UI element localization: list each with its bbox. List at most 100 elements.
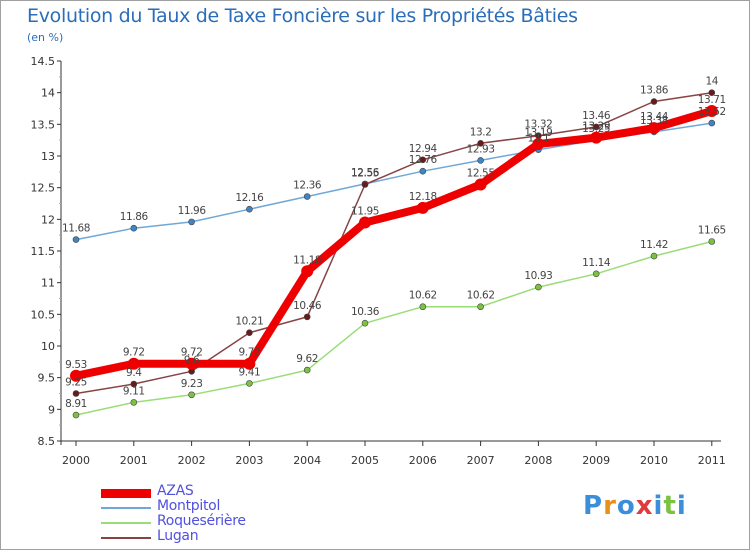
chart-title: Evolution du Taux de Taxe Foncière sur l… [27, 5, 578, 27]
data-point [477, 157, 484, 164]
data-label: 9.72 [123, 347, 145, 359]
proxiti-logo: Proxiti [583, 491, 687, 521]
data-label: 12.93 [467, 143, 495, 155]
data-label: 12.55 [351, 168, 379, 180]
data-label: 12.55 [467, 168, 495, 180]
data-point [301, 265, 314, 278]
data-label: 13.46 [582, 110, 611, 122]
x-tick-label: 2002 [178, 454, 206, 467]
data-point [72, 236, 80, 243]
x-tick-label: 2005 [351, 454, 379, 467]
data-label: 11.68 [62, 223, 90, 235]
data-label: 13.2 [470, 126, 492, 138]
data-point [416, 201, 429, 214]
data-point [246, 380, 253, 387]
y-tick-label: 14.5 [31, 55, 56, 68]
data-point [72, 411, 80, 419]
data-label: 9.25 [65, 377, 87, 389]
data-point [648, 122, 660, 135]
data-label: 10.21 [235, 316, 263, 328]
y-tick-label: 9 [48, 403, 55, 416]
legend-label: Montpitol [157, 498, 221, 514]
x-tick-label: 2004 [293, 454, 321, 467]
data-point [70, 369, 82, 382]
data-point [361, 181, 369, 188]
series-line-azas [75, 107, 713, 380]
data-point [474, 178, 487, 191]
data-point [246, 329, 253, 337]
data-label: 12.36 [293, 180, 322, 192]
data-point [705, 105, 718, 118]
data-point [130, 380, 138, 388]
data-label: 10.36 [351, 306, 380, 318]
data-label: 12.16 [235, 192, 264, 204]
x-tick-label: 2007 [467, 454, 495, 467]
data-label: 13.29 [582, 121, 610, 133]
data-point [477, 140, 484, 147]
data-label: 11.86 [120, 211, 149, 223]
x-tick-label: 2003 [235, 454, 263, 467]
data-point [243, 357, 256, 370]
data-point [359, 216, 371, 229]
data-point [419, 167, 427, 175]
data-label: 13.1 [528, 133, 550, 145]
legend-item: Roquesérière [101, 513, 361, 530]
data-label: 11.18 [293, 254, 321, 266]
legend-swatch [101, 488, 151, 498]
series-line-montpitol [75, 122, 712, 241]
data-label: 9.23 [181, 378, 203, 390]
data-label: 11.95 [351, 206, 379, 218]
data-label: 13.71 [698, 94, 726, 106]
data-label: 12.94 [409, 143, 438, 155]
y-tick-label: 10 [41, 340, 55, 353]
data-point [535, 283, 542, 291]
logo-letter: o [616, 491, 636, 521]
y-tick-label: 10.5 [31, 308, 56, 321]
x-tick-label: 2000 [62, 454, 90, 467]
data-label: 12.76 [409, 154, 438, 166]
data-point [419, 156, 427, 164]
y-tick-label: 13.5 [31, 118, 56, 131]
legend-label: Roquesérière [157, 513, 246, 529]
data-point [708, 89, 716, 96]
data-point [127, 357, 140, 370]
data-point [130, 224, 138, 232]
legend-label: Lugan [157, 528, 199, 544]
x-tick-label: 2006 [409, 454, 437, 467]
data-point [708, 119, 716, 127]
data-label: 12.18 [409, 191, 437, 203]
data-label: 10.62 [467, 290, 495, 302]
data-label: 9.11 [123, 385, 145, 397]
legend-swatch [101, 537, 151, 539]
data-label: 8.91 [65, 398, 87, 410]
data-label: 12.56 [351, 167, 380, 179]
y-tick-label: 14 [41, 87, 55, 100]
y-tick-label: 12.5 [31, 182, 56, 195]
y-tick-label: 9.5 [38, 372, 56, 385]
x-tick-label: 2010 [640, 454, 668, 467]
data-label: 9.72 [239, 347, 261, 359]
data-point [532, 137, 545, 150]
data-point [477, 303, 484, 311]
y-tick-label: 12 [41, 213, 55, 226]
series-line-lugan [75, 91, 712, 395]
data-label: 9.6 [184, 354, 200, 366]
legend-swatch [101, 522, 151, 524]
data-point [188, 391, 195, 399]
chart-unit-label: (en %) [27, 31, 64, 44]
logo-letter: x [635, 491, 654, 521]
logo-letter: i [653, 491, 664, 521]
x-tick-label: 2001 [120, 454, 148, 467]
series-line-roquesrire [75, 240, 712, 416]
x-tick-label: 2008 [524, 454, 552, 467]
data-label: 10.93 [524, 270, 552, 282]
data-label: 14 [706, 76, 719, 88]
data-label: 13.19 [524, 127, 552, 139]
data-point [590, 131, 603, 144]
data-point [72, 390, 80, 397]
legend-swatch [101, 507, 151, 509]
data-point [650, 252, 658, 260]
data-label: 11.96 [178, 205, 207, 217]
logo-letter: i [676, 491, 687, 521]
